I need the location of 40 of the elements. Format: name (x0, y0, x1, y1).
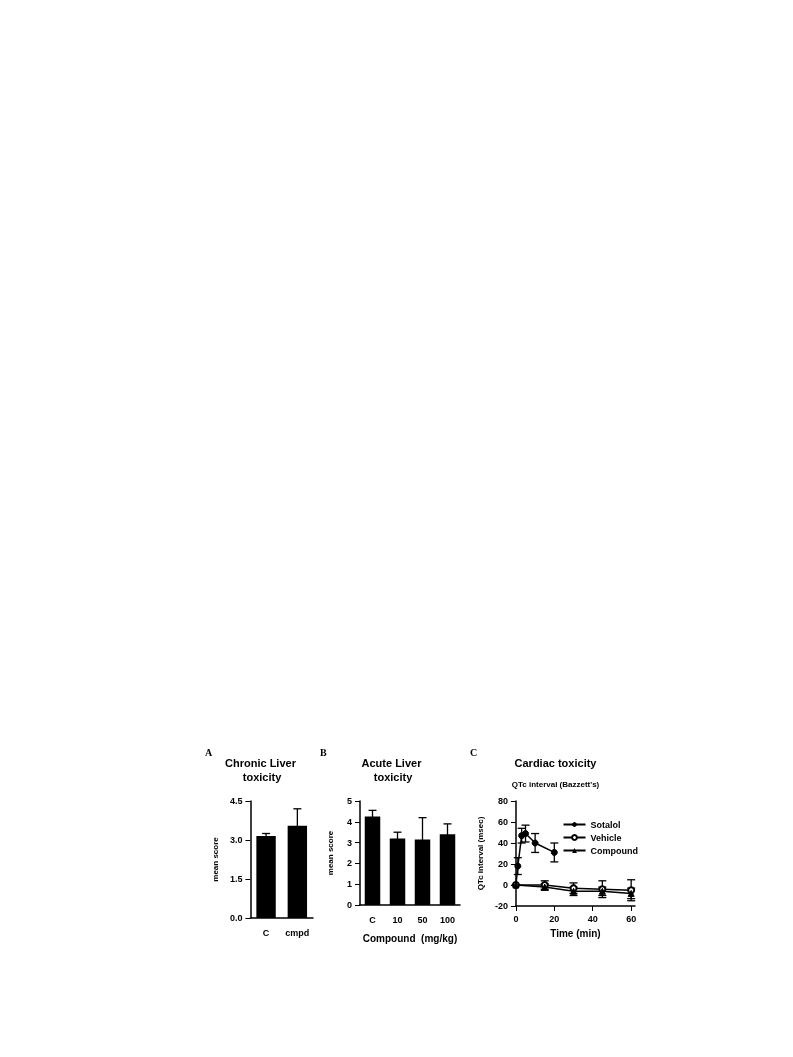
text: C (470, 746, 478, 758)
legend-label: Vehicle (590, 832, 622, 843)
chart-title: Cardiac toxicity (514, 757, 598, 769)
y-tick-label: 3.0 (229, 835, 243, 845)
y-tick-label: 3 (346, 837, 352, 848)
x-tick-label: 50 (417, 914, 428, 925)
x-tick-label: 40 (587, 913, 598, 924)
chart-title: Acute Liver toxicity (361, 757, 425, 783)
y-tick-label: -20 (494, 901, 508, 911)
y-axis-title: mean score (210, 836, 220, 882)
text: A (205, 746, 213, 758)
y-tick-label: 80 (497, 796, 508, 806)
y-tick-label: 0.0 (229, 913, 243, 923)
chart-title: Chronic Liver toxicity (225, 757, 299, 783)
y-tick-label: 4 (346, 816, 352, 827)
legend-label: Compound (590, 845, 639, 856)
x-tick-label: 10 (392, 914, 403, 925)
x-tick-label: C (369, 914, 377, 925)
y-axis-title: mean score (325, 830, 335, 876)
x-tick-label: 0 (513, 913, 519, 924)
y-tick-label: 1 (346, 879, 352, 890)
legend-label: Sotalol (590, 819, 621, 830)
y-tick-label: 1.5 (229, 874, 243, 884)
y-tick-label: 40 (497, 838, 508, 848)
y-axis-title: QTc interval (msec) (475, 816, 485, 891)
x-axis-title: Time (min) (550, 927, 601, 939)
y-tick-label: 5 (346, 796, 352, 806)
x-tick-label: 60 (626, 913, 637, 924)
y-tick-label: 2 (346, 858, 352, 869)
text: B (320, 746, 327, 758)
x-axis-title: Compound (mg/kg) (362, 932, 458, 944)
y-tick-label: 0 (502, 880, 508, 890)
y-tick-label: 20 (497, 859, 508, 869)
y-tick-label: 4.5 (229, 796, 243, 806)
x-tick-label: 100 (439, 914, 456, 925)
y-tick-label: 60 (497, 817, 508, 827)
y-tick-label: 0 (346, 900, 352, 910)
x-tick-label: 20 (549, 913, 560, 924)
x-tick-label: cmpd (285, 927, 310, 938)
chart-subtitle: QTc interval (Bazzett's) (511, 779, 600, 789)
